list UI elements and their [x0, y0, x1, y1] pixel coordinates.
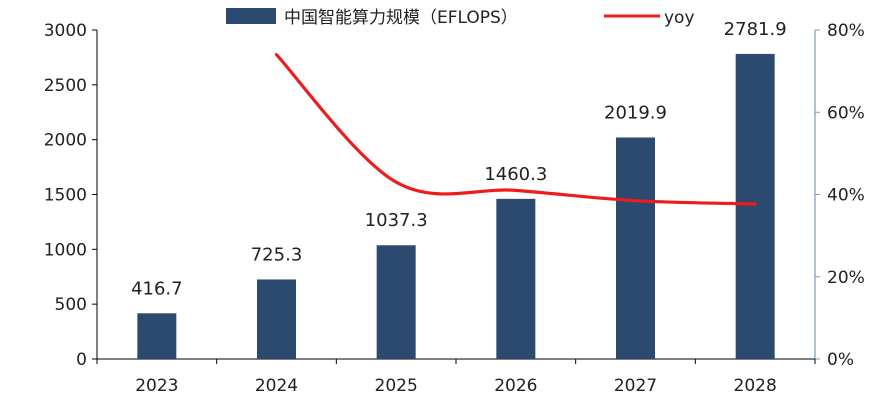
data-labels: 416.7 725.3 1037.3 1460.3 2019.9 2781.9 — [131, 19, 787, 299]
legend: 中国智能算力规模（EFLOPS） yoy — [226, 8, 695, 28]
x-tick-label: 2025 — [375, 376, 418, 396]
x-tick-label: 2024 — [255, 376, 298, 396]
x-tick-label: 2023 — [135, 376, 178, 396]
right-tick-label: 80% — [827, 21, 865, 41]
data-label-2028: 2781.9 — [724, 19, 787, 40]
bar-2027 — [616, 137, 655, 359]
yoy-line — [274, 53, 757, 206]
left-tick-label: 1000 — [44, 240, 87, 260]
x-tick-label: 2027 — [614, 376, 657, 396]
left-tick-label: 2500 — [44, 76, 87, 96]
yoy-series — [274, 53, 757, 206]
legend-bar-label: 中国智能算力规模（EFLOPS） — [284, 8, 518, 28]
left-axis: 0 500 1000 1500 2000 2500 3000 — [44, 21, 98, 370]
data-label-2024: 725.3 — [251, 244, 303, 265]
right-tick-label: 20% — [827, 268, 865, 288]
x-axis: 2023 2024 2025 2026 2027 2028 — [96, 358, 816, 396]
data-label-2026: 1460.3 — [484, 164, 547, 185]
left-tick-label: 3000 — [44, 21, 87, 41]
left-tick-label: 500 — [55, 295, 87, 315]
bar-2023 — [137, 313, 177, 359]
left-tick-label: 1500 — [44, 186, 87, 206]
left-tick-label: 0 — [76, 350, 87, 370]
bar-2025 — [376, 245, 416, 359]
bar-series — [137, 53, 775, 359]
data-label-2025: 1037.3 — [365, 210, 428, 231]
legend-bar-swatch — [226, 8, 276, 24]
bar-2024 — [257, 279, 296, 359]
x-tick-label: 2028 — [734, 376, 777, 396]
right-tick-label: 40% — [827, 186, 865, 206]
data-label-2023: 416.7 — [131, 278, 183, 299]
bar-2026 — [496, 198, 536, 359]
x-tick-label: 2026 — [494, 376, 537, 396]
legend-line-label: yoy — [664, 8, 695, 28]
right-axis: 0% 20% 40% 60% 80% — [814, 21, 865, 370]
bar-2028 — [735, 53, 775, 359]
right-tick-label: 0% — [827, 350, 854, 370]
right-tick-label: 60% — [827, 103, 865, 123]
left-tick-label: 2000 — [44, 131, 87, 151]
data-label-2027: 2019.9 — [604, 102, 667, 123]
